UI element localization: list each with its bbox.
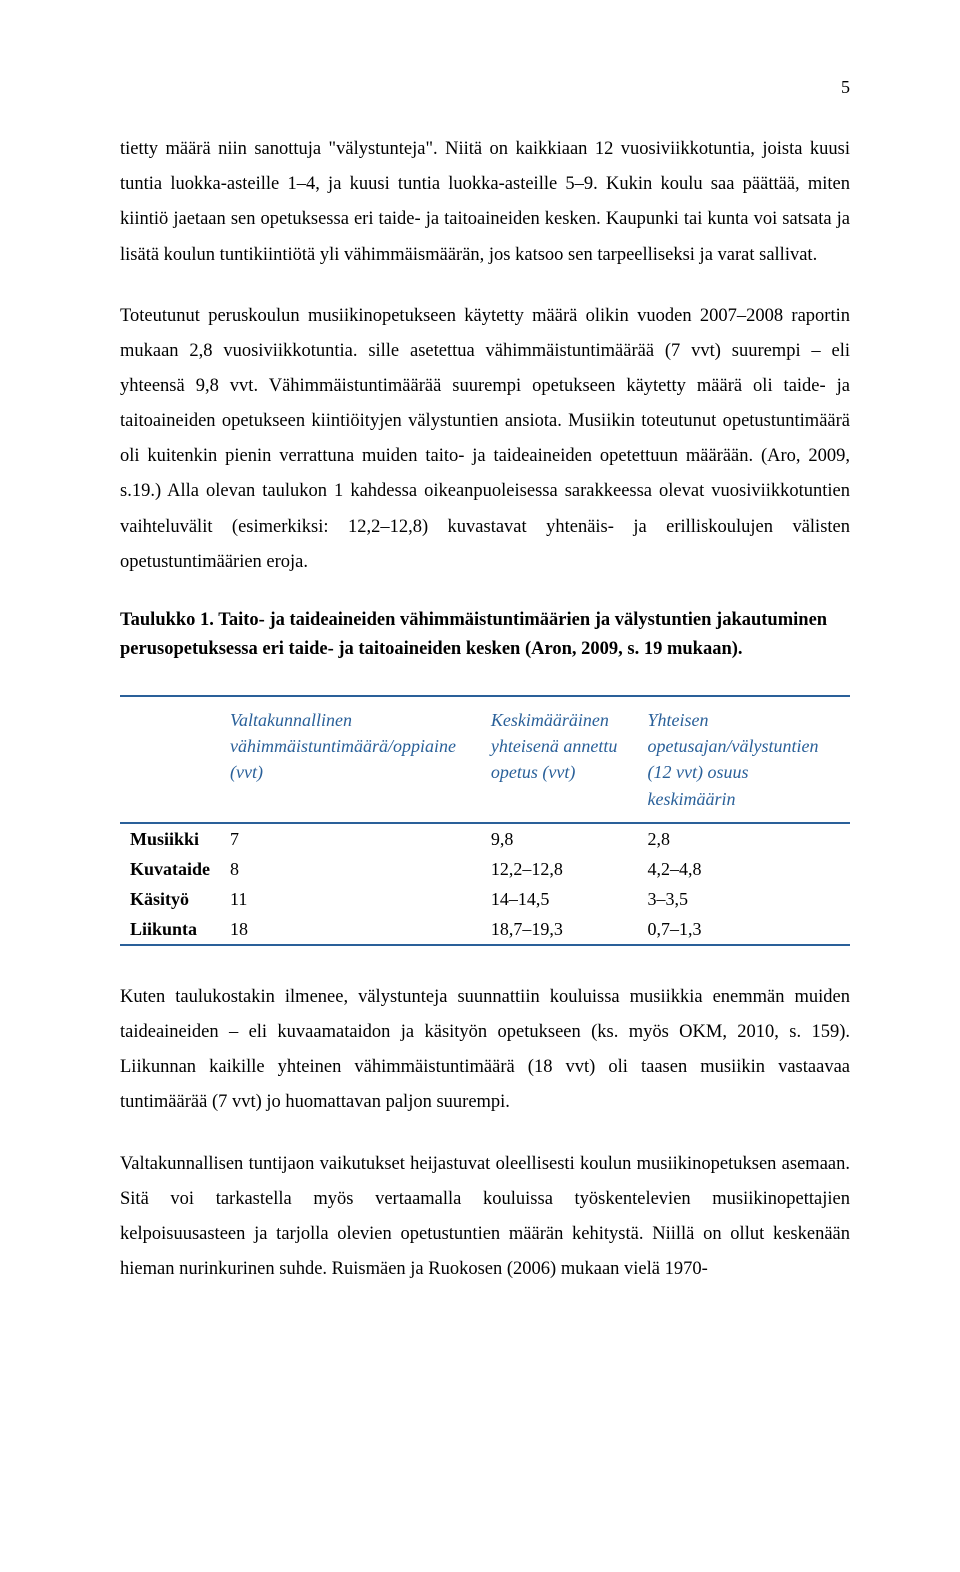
paragraph-4: Valtakunnallisen tuntijaon vaikutukset h… xyxy=(120,1147,850,1288)
table-row-label: Musiikki xyxy=(120,823,220,854)
table-cell: 8 xyxy=(220,854,481,884)
paragraph-3: Kuten taulukostakin ilmenee, välystuntej… xyxy=(120,980,850,1121)
page: 5 tietty määrä niin sanottuja "välystunt… xyxy=(0,0,960,1373)
table-header: Valtakunnallinen vähimmäistuntimäärä/opp… xyxy=(120,696,850,822)
table-cell: 7 xyxy=(220,823,481,854)
spacer xyxy=(120,946,850,980)
table-cell: 4,2–4,8 xyxy=(638,854,851,884)
table-cell: 11 xyxy=(220,884,481,914)
table-cell: 18 xyxy=(220,914,481,945)
paragraph-1: tietty määrä niin sanottuja "välystuntej… xyxy=(120,132,850,273)
table-cell: 2,8 xyxy=(638,823,851,854)
table-row: Liikunta 18 18,7–19,3 0,7–1,3 xyxy=(120,914,850,945)
table-cell: 0,7–1,3 xyxy=(638,914,851,945)
data-table: Valtakunnallinen vähimmäistuntimäärä/opp… xyxy=(120,695,850,946)
table-row-label: Kuvataide xyxy=(120,854,220,884)
table-header-col2: Keskimääräinen yhteisenä annettu opetus … xyxy=(481,696,638,822)
table-cell: 3–3,5 xyxy=(638,884,851,914)
paragraph-2: Toteutunut peruskoulun musiikinopetuksee… xyxy=(120,299,850,580)
table-cell: 14–14,5 xyxy=(481,884,638,914)
table-caption: Taulukko 1. Taito- ja taideaineiden vähi… xyxy=(120,606,850,663)
table-row: Musiikki 7 9,8 2,8 xyxy=(120,823,850,854)
table-header-blank xyxy=(120,696,220,822)
table-cell: 9,8 xyxy=(481,823,638,854)
table-row: Kuvataide 8 12,2–12,8 4,2–4,8 xyxy=(120,854,850,884)
table-body: Musiikki 7 9,8 2,8 Kuvataide 8 12,2–12,8… xyxy=(120,823,850,945)
table-row: Käsityö 11 14–14,5 3–3,5 xyxy=(120,884,850,914)
table-cell: 18,7–19,3 xyxy=(481,914,638,945)
table-header-col3: Yhteisen opetusajan/välystuntien (12 vvt… xyxy=(638,696,851,822)
page-number: 5 xyxy=(120,70,850,104)
table-cell: 12,2–12,8 xyxy=(481,854,638,884)
table-row-label: Käsityö xyxy=(120,884,220,914)
table-row-label: Liikunta xyxy=(120,914,220,945)
table-header-col1: Valtakunnallinen vähimmäistuntimäärä/opp… xyxy=(220,696,481,822)
